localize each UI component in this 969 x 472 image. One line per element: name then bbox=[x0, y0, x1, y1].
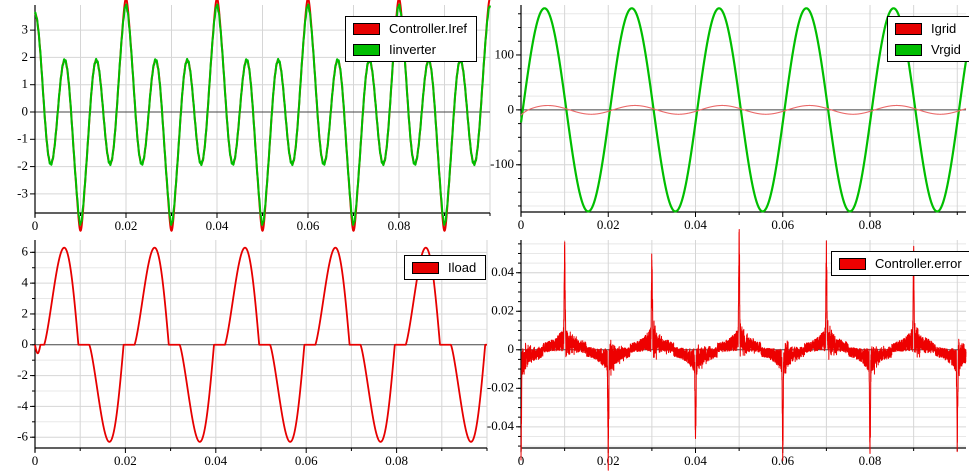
legend-item: Controller.error bbox=[839, 256, 962, 271]
legend-swatch-green bbox=[353, 43, 380, 56]
legend-swatch-red bbox=[412, 261, 439, 274]
legend-label: Controller.error bbox=[875, 256, 962, 271]
legend-label: Iload bbox=[448, 260, 477, 275]
legend-item: Iinverter bbox=[353, 42, 467, 57]
legend-bottom-right: Controller.error bbox=[831, 251, 969, 276]
legend-label: Iinverter bbox=[389, 42, 436, 57]
legend-top-right: Igrid Vrgid bbox=[887, 16, 969, 62]
legend-swatch-red bbox=[353, 22, 380, 35]
legend-bottom-left: Iload bbox=[404, 255, 487, 280]
legend-label: Vrgid bbox=[931, 42, 961, 57]
legend-label: Igrid bbox=[931, 21, 957, 36]
legend-label: Controller.Iref bbox=[389, 21, 468, 36]
legend-top-left: Controller.Iref Iinverter bbox=[345, 16, 478, 62]
legend-item: Iload bbox=[412, 260, 476, 275]
legend-swatch-red bbox=[839, 257, 866, 270]
legend-swatch-red bbox=[895, 22, 922, 35]
legend-swatch-green bbox=[895, 43, 922, 56]
legend-item: Controller.Iref bbox=[353, 21, 467, 36]
legend-item: Vrgid bbox=[895, 42, 961, 57]
legend-item: Igrid bbox=[895, 21, 961, 36]
